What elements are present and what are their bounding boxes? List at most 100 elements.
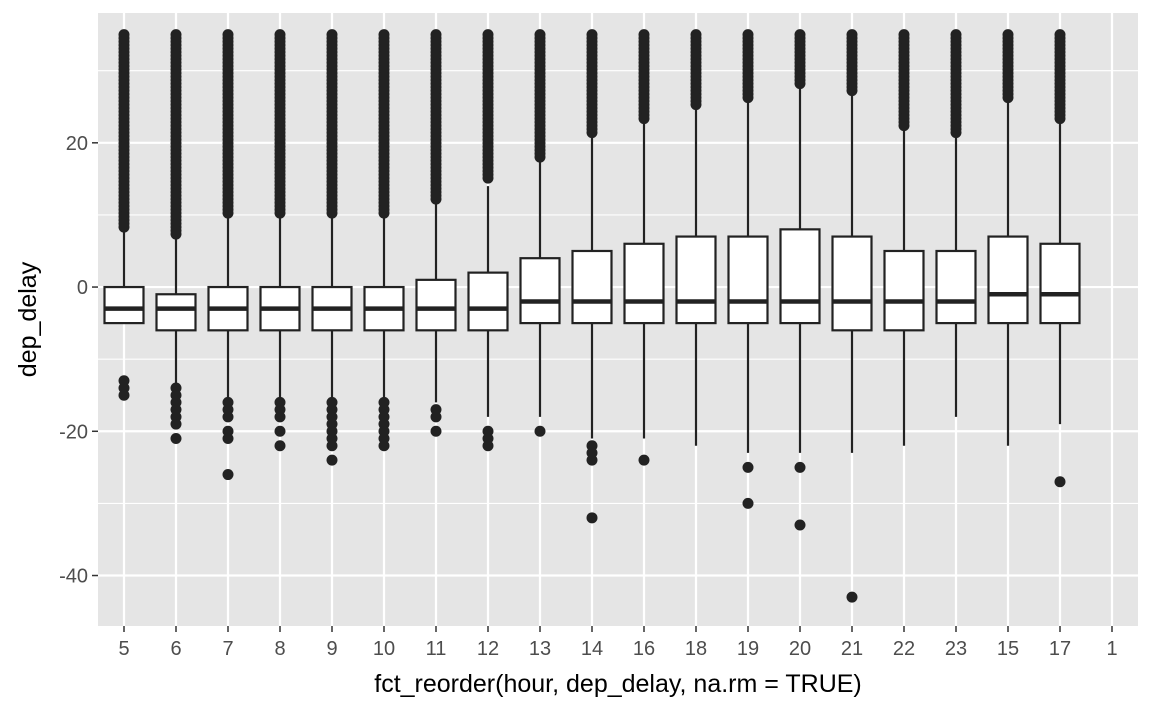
outlier-point-high bbox=[794, 78, 806, 90]
y-tick-label: 0 bbox=[77, 277, 88, 299]
x-tick-label: 8 bbox=[274, 638, 285, 660]
plot-panel bbox=[98, 13, 1138, 626]
outlier-point-high bbox=[274, 207, 286, 219]
box-23 bbox=[935, 29, 977, 417]
box-body bbox=[987, 235, 1029, 325]
box-6 bbox=[155, 29, 197, 444]
box-body bbox=[415, 278, 457, 332]
box-18 bbox=[675, 29, 717, 446]
x-tick-label: 16 bbox=[633, 638, 655, 660]
outlier-point-high bbox=[170, 228, 182, 240]
outlier-point-low bbox=[326, 440, 338, 452]
outlier-point-low bbox=[794, 461, 806, 473]
x-tick-label: 20 bbox=[789, 638, 811, 660]
outlier-point-low bbox=[378, 440, 390, 452]
x-tick-label: 5 bbox=[118, 638, 129, 660]
outlier-point-high bbox=[378, 207, 390, 219]
outlier-point-low bbox=[638, 454, 650, 466]
box-body bbox=[571, 249, 613, 325]
outlier-point-low bbox=[534, 425, 546, 437]
x-tick-label: 6 bbox=[170, 638, 181, 660]
outlier-point-high bbox=[898, 120, 910, 132]
box-body bbox=[467, 271, 509, 332]
box-marks bbox=[103, 29, 1081, 603]
x-tick-label: 19 bbox=[737, 638, 759, 660]
box-11 bbox=[415, 29, 457, 437]
box-body bbox=[155, 293, 197, 332]
x-tick-label: 14 bbox=[581, 638, 603, 660]
x-axis-title: fct_reorder(hour, dep_delay, na.rm = TRU… bbox=[374, 670, 862, 698]
outlier-point-high bbox=[846, 85, 858, 97]
outlier-point-low bbox=[430, 425, 442, 437]
outlier-point-low bbox=[430, 411, 442, 423]
x-tick-label: 1 bbox=[1106, 638, 1117, 660]
outlier-point-high bbox=[326, 207, 338, 219]
outlier-point-high bbox=[534, 151, 546, 163]
outlier-point-low bbox=[222, 411, 234, 423]
y-tick-label: -20 bbox=[59, 421, 88, 443]
x-tick-label: 9 bbox=[326, 638, 337, 660]
outlier-point-high bbox=[222, 207, 234, 219]
outlier-point-low bbox=[586, 454, 598, 466]
box-16 bbox=[623, 29, 665, 466]
box-body bbox=[935, 249, 977, 325]
outlier-point-low bbox=[274, 411, 286, 423]
box-body bbox=[831, 235, 873, 332]
y-tick-label: -40 bbox=[59, 566, 88, 588]
box-22 bbox=[883, 29, 925, 446]
x-tick-label: 17 bbox=[1049, 638, 1071, 660]
outlier-point-high bbox=[950, 127, 962, 139]
x-tick-label: 21 bbox=[841, 638, 863, 660]
x-tick-label: 15 bbox=[997, 638, 1019, 660]
box-15 bbox=[987, 29, 1029, 446]
outlier-point-high bbox=[690, 99, 702, 111]
outlier-point-high bbox=[1002, 92, 1014, 104]
box-body bbox=[727, 235, 769, 325]
box-body bbox=[103, 285, 145, 325]
box-10 bbox=[363, 29, 405, 452]
box-body bbox=[883, 249, 925, 332]
x-tick-label: 23 bbox=[945, 638, 967, 660]
outlier-point-low bbox=[222, 469, 234, 481]
box-5 bbox=[103, 29, 145, 401]
y-tick-label: 20 bbox=[66, 133, 88, 155]
x-tick-label: 18 bbox=[685, 638, 707, 660]
box-12 bbox=[467, 29, 509, 452]
outlier-point-low bbox=[274, 440, 286, 452]
y-axis-title: dep_delay bbox=[14, 261, 42, 377]
outlier-point-low bbox=[482, 440, 494, 452]
box-body bbox=[623, 242, 665, 325]
y-axis: -40 -20 0 20 bbox=[59, 133, 98, 588]
outlier-point-low bbox=[170, 432, 182, 444]
outlier-point-high bbox=[430, 193, 442, 205]
outlier-point-low bbox=[118, 389, 130, 401]
box-19 bbox=[727, 29, 769, 509]
box-14 bbox=[571, 29, 613, 524]
box-body bbox=[1039, 242, 1081, 325]
outlier-point-high bbox=[482, 172, 494, 184]
outlier-point-high bbox=[586, 127, 598, 139]
outlier-point-low bbox=[274, 425, 286, 437]
x-tick-label: 13 bbox=[529, 638, 551, 660]
outlier-point-low bbox=[222, 432, 234, 444]
outlier-point-low bbox=[742, 497, 754, 509]
outlier-point-low bbox=[586, 512, 598, 524]
minor-gridlines bbox=[98, 70, 1138, 504]
outlier-point-low bbox=[846, 591, 858, 603]
outlier-point-high bbox=[1054, 113, 1066, 125]
box-20 bbox=[779, 29, 821, 531]
outlier-point-low bbox=[170, 418, 182, 430]
outlier-point-low bbox=[794, 519, 806, 531]
box-9 bbox=[311, 29, 353, 466]
x-tick-label: 10 bbox=[373, 638, 395, 660]
box-17 bbox=[1039, 29, 1081, 488]
box-7 bbox=[207, 29, 249, 481]
outlier-point-high bbox=[118, 221, 130, 233]
outlier-point-low bbox=[1054, 476, 1066, 488]
x-tick-label: 22 bbox=[893, 638, 915, 660]
box-body bbox=[779, 228, 821, 325]
outlier-point-low bbox=[742, 461, 754, 473]
outlier-point-high bbox=[742, 92, 754, 104]
box-21 bbox=[831, 29, 873, 603]
